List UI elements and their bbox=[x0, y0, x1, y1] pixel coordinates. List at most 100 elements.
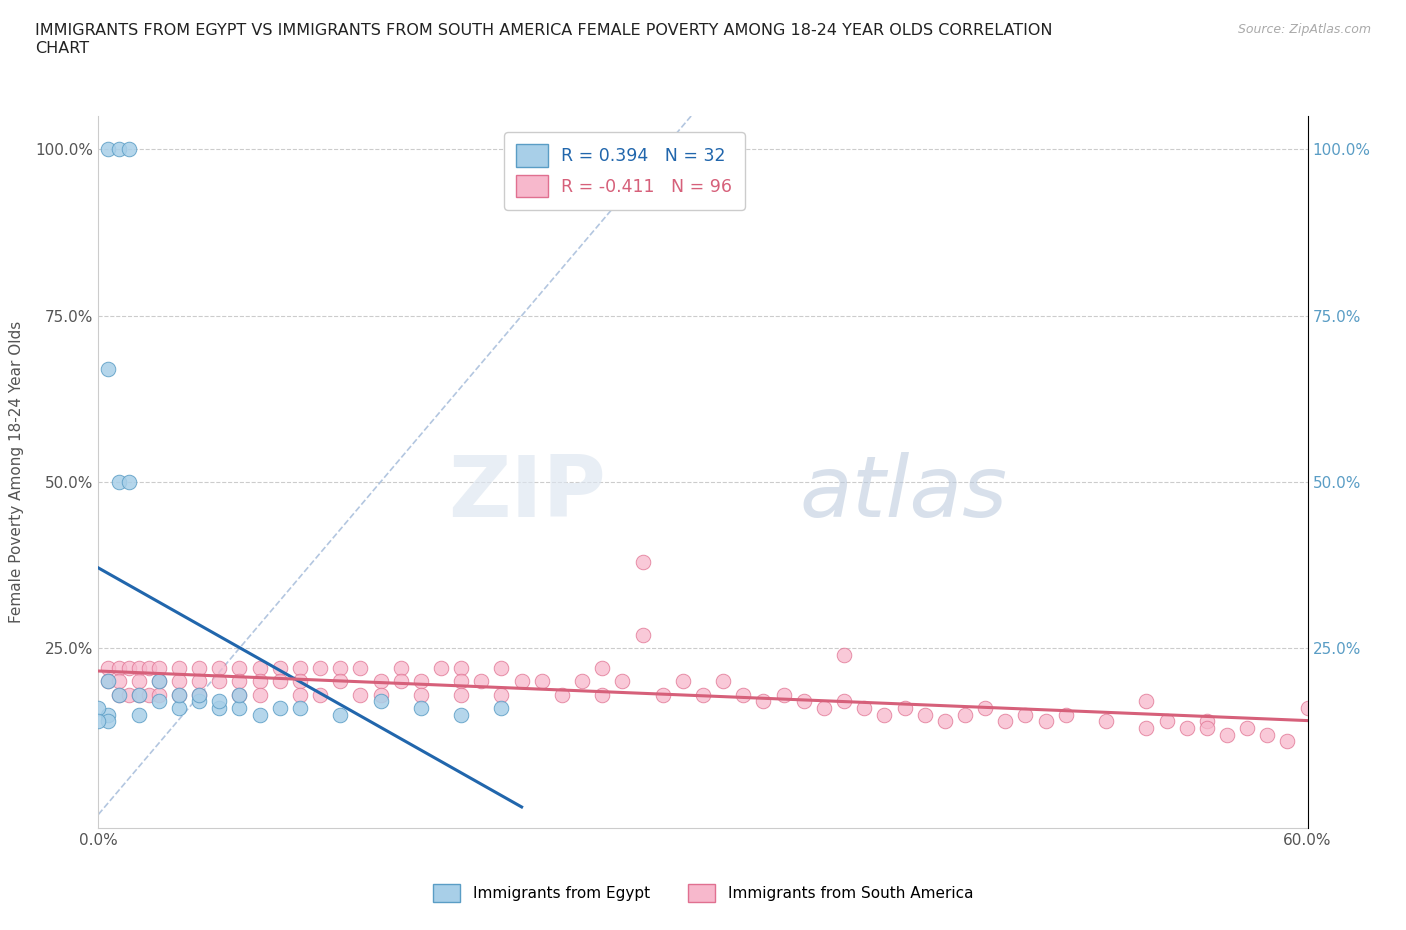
Point bbox=[914, 707, 936, 722]
Point bbox=[249, 674, 271, 689]
Point bbox=[491, 700, 513, 715]
Point bbox=[389, 674, 412, 689]
Point bbox=[893, 700, 915, 715]
Point bbox=[107, 474, 129, 489]
Point bbox=[107, 687, 129, 702]
Point bbox=[138, 687, 160, 702]
Point bbox=[752, 694, 775, 709]
Text: ZIP: ZIP bbox=[449, 452, 606, 535]
Point bbox=[107, 674, 129, 689]
Point bbox=[167, 674, 190, 689]
Point bbox=[167, 660, 190, 675]
Point bbox=[167, 700, 190, 715]
Point bbox=[329, 660, 352, 675]
Point bbox=[510, 674, 533, 689]
Point bbox=[832, 694, 855, 709]
Point bbox=[118, 660, 141, 675]
Point bbox=[409, 700, 432, 715]
Point bbox=[813, 700, 835, 715]
Point bbox=[1277, 734, 1299, 749]
Point bbox=[288, 687, 311, 702]
Point bbox=[208, 700, 231, 715]
Point bbox=[249, 660, 271, 675]
Legend: R = 0.394   N = 32, R = -0.411   N = 96: R = 0.394 N = 32, R = -0.411 N = 96 bbox=[505, 132, 745, 209]
Point bbox=[188, 687, 211, 702]
Point bbox=[228, 687, 250, 702]
Point bbox=[733, 687, 755, 702]
Point bbox=[118, 474, 141, 489]
Point bbox=[832, 647, 855, 662]
Point bbox=[128, 687, 150, 702]
Point bbox=[249, 707, 271, 722]
Point bbox=[370, 694, 392, 709]
Point bbox=[188, 660, 211, 675]
Point bbox=[631, 554, 654, 569]
Point bbox=[591, 660, 613, 675]
Point bbox=[1256, 727, 1278, 742]
Point bbox=[1135, 694, 1157, 709]
Point bbox=[349, 687, 371, 702]
Point bbox=[1175, 721, 1198, 736]
Point bbox=[934, 714, 956, 729]
Point bbox=[97, 714, 120, 729]
Point bbox=[651, 687, 673, 702]
Point bbox=[571, 674, 593, 689]
Point bbox=[249, 687, 271, 702]
Point bbox=[1156, 714, 1178, 729]
Point bbox=[148, 674, 170, 689]
Point bbox=[228, 660, 250, 675]
Point bbox=[97, 674, 120, 689]
Point bbox=[97, 660, 120, 675]
Point bbox=[269, 700, 291, 715]
Point bbox=[953, 707, 976, 722]
Point bbox=[450, 660, 472, 675]
Point bbox=[167, 687, 190, 702]
Point bbox=[711, 674, 734, 689]
Point bbox=[389, 660, 412, 675]
Point bbox=[288, 660, 311, 675]
Point bbox=[329, 707, 352, 722]
Point bbox=[208, 694, 231, 709]
Point bbox=[148, 694, 170, 709]
Point bbox=[1195, 714, 1218, 729]
Point bbox=[409, 674, 432, 689]
Point bbox=[551, 687, 574, 702]
Point bbox=[853, 700, 876, 715]
Point bbox=[87, 700, 110, 715]
Point bbox=[1035, 714, 1057, 729]
Point bbox=[370, 674, 392, 689]
Text: atlas: atlas bbox=[800, 452, 1008, 535]
Point bbox=[1296, 700, 1319, 715]
Point bbox=[692, 687, 714, 702]
Point bbox=[188, 674, 211, 689]
Point bbox=[612, 674, 634, 689]
Point bbox=[107, 687, 129, 702]
Point bbox=[188, 694, 211, 709]
Point bbox=[148, 674, 170, 689]
Point bbox=[138, 660, 160, 675]
Point bbox=[349, 660, 371, 675]
Point bbox=[97, 674, 120, 689]
Point bbox=[208, 660, 231, 675]
Point bbox=[591, 687, 613, 702]
Point bbox=[1095, 714, 1118, 729]
Point bbox=[97, 362, 120, 377]
Text: Source: ZipAtlas.com: Source: ZipAtlas.com bbox=[1237, 23, 1371, 36]
Text: IMMIGRANTS FROM EGYPT VS IMMIGRANTS FROM SOUTH AMERICA FEMALE POVERTY AMONG 18-2: IMMIGRANTS FROM EGYPT VS IMMIGRANTS FROM… bbox=[35, 23, 1053, 56]
Point bbox=[309, 687, 332, 702]
Point bbox=[631, 628, 654, 643]
Point bbox=[772, 687, 794, 702]
Point bbox=[118, 142, 141, 157]
Point bbox=[450, 674, 472, 689]
Point bbox=[430, 660, 453, 675]
Point bbox=[450, 707, 472, 722]
Point bbox=[128, 674, 150, 689]
Point bbox=[873, 707, 896, 722]
Point bbox=[1236, 721, 1258, 736]
Point bbox=[1014, 707, 1036, 722]
Point bbox=[974, 700, 997, 715]
Point bbox=[793, 694, 815, 709]
Point bbox=[288, 674, 311, 689]
Point bbox=[491, 687, 513, 702]
Point bbox=[148, 687, 170, 702]
